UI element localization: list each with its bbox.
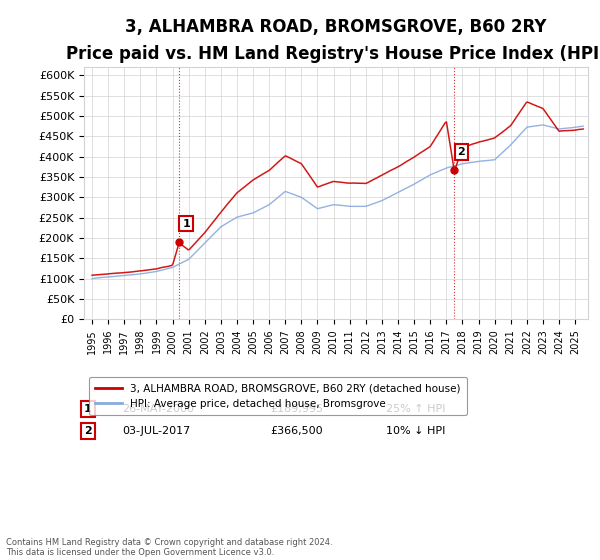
Text: 03-JUL-2017: 03-JUL-2017 [122,426,190,436]
Text: 1: 1 [182,218,190,228]
Title: 3, ALHAMBRA ROAD, BROMSGROVE, B60 2RY
Price paid vs. HM Land Registry's House Pr: 3, ALHAMBRA ROAD, BROMSGROVE, B60 2RY Pr… [65,18,600,63]
Text: 1: 1 [84,404,92,414]
Text: £189,995: £189,995 [271,404,323,414]
Text: 10% ↓ HPI: 10% ↓ HPI [386,426,446,436]
Text: 2: 2 [84,426,92,436]
Text: Contains HM Land Registry data © Crown copyright and database right 2024.
This d: Contains HM Land Registry data © Crown c… [6,538,332,557]
Legend: 3, ALHAMBRA ROAD, BROMSGROVE, B60 2RY (detached house), HPI: Average price, deta: 3, ALHAMBRA ROAD, BROMSGROVE, B60 2RY (d… [89,377,467,415]
Text: 26-MAY-2000: 26-MAY-2000 [122,404,194,414]
Text: 2: 2 [458,147,466,157]
Text: £366,500: £366,500 [271,426,323,436]
Text: 25% ↑ HPI: 25% ↑ HPI [386,404,446,414]
